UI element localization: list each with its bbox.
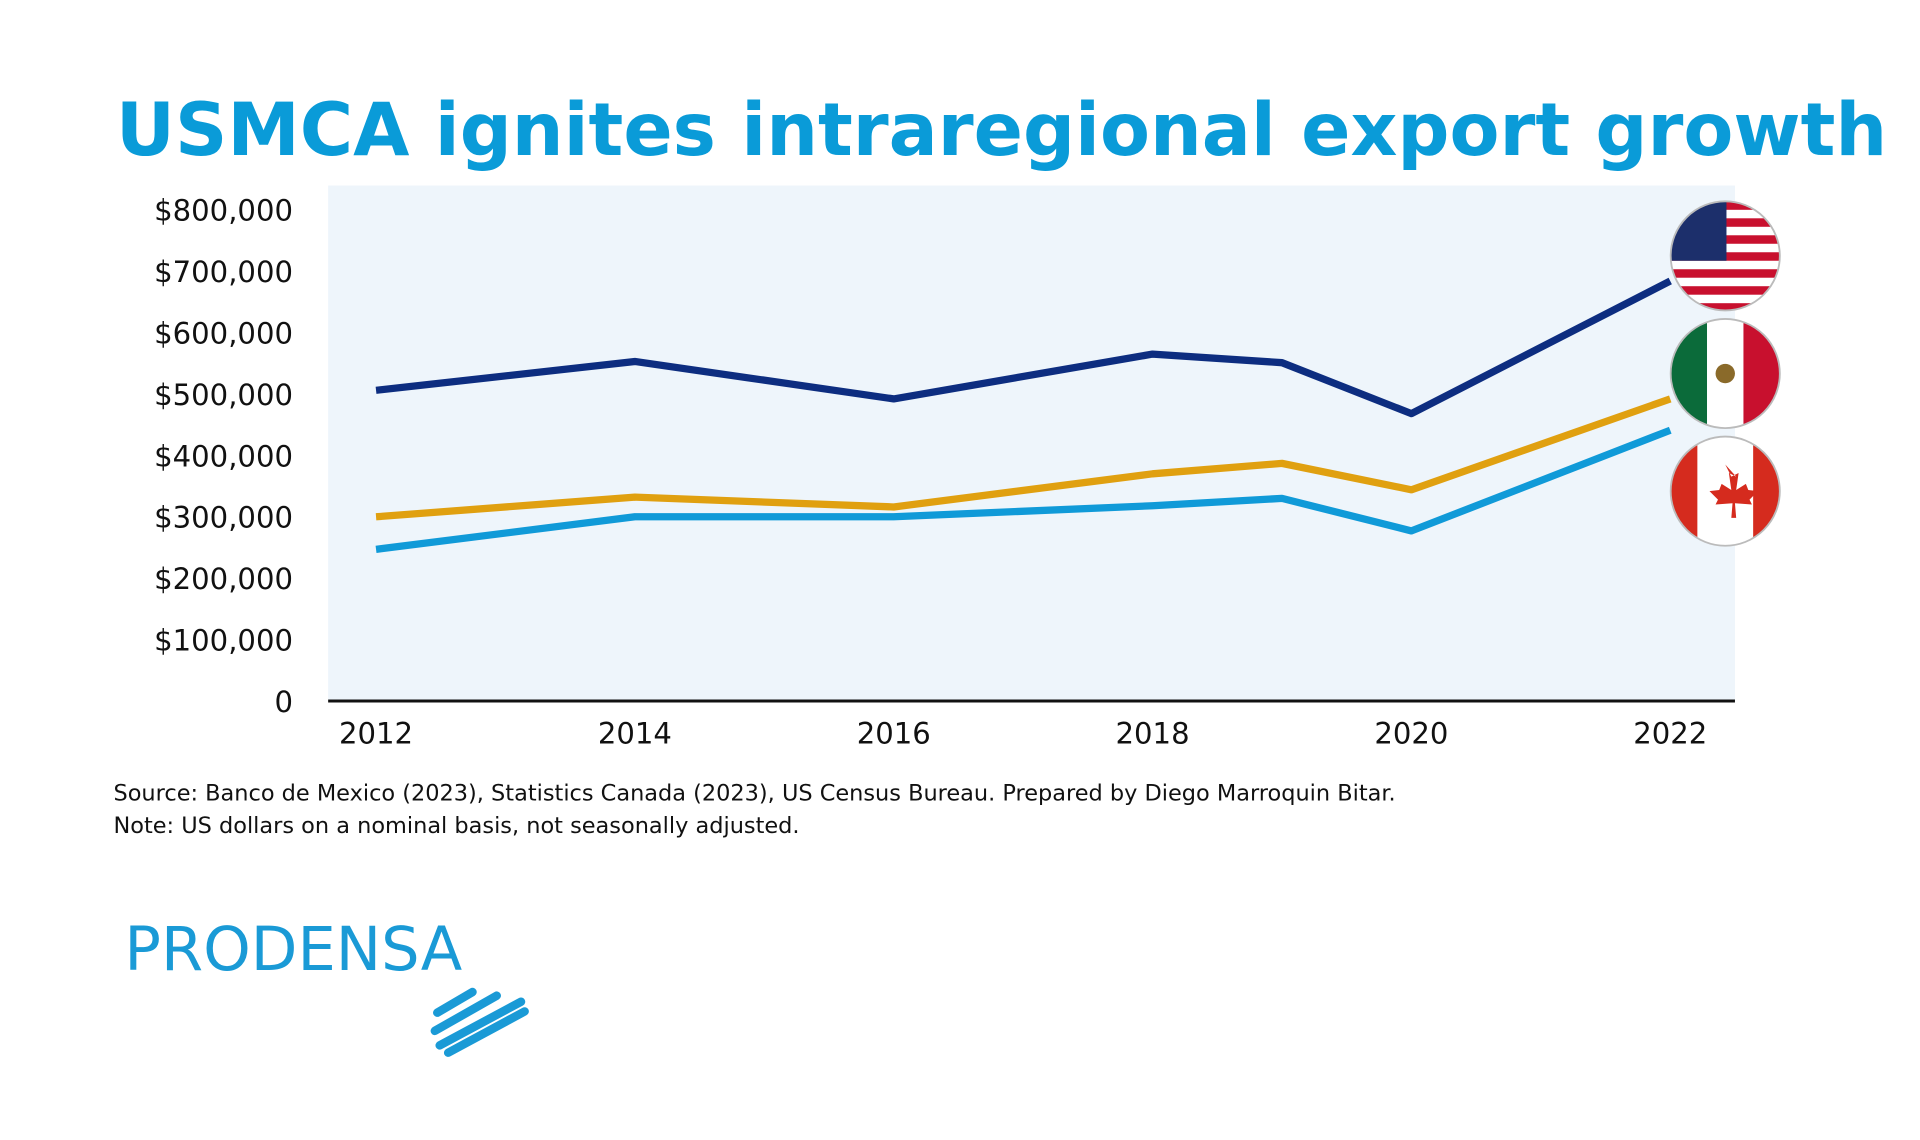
y-tick-label: $600,000 (154, 317, 293, 351)
plot-background (328, 185, 1735, 701)
footnote: Note: US dollars on a nominal basis, not… (113, 813, 799, 839)
logo-mark (430, 987, 529, 1057)
x-tick-label: 2016 (857, 716, 931, 750)
source-note: Source: Banco de Mexico (2023), Statisti… (113, 780, 1395, 806)
plot: 0 $100,000 $200,000 $300,000 $400,000 $500,00… (154, 194, 1735, 750)
x-tick-label: 2022 (1633, 716, 1707, 750)
flag-border (1669, 318, 1781, 430)
series-line (375, 426, 1672, 553)
y-tick-label: $200,000 (154, 562, 293, 596)
y-tick-label: $100,000 (154, 623, 293, 657)
x-tick-label: 2018 (1116, 716, 1190, 750)
y-tick-label: $500,000 (154, 378, 293, 412)
x-tick-label: 2014 (598, 716, 672, 750)
flag-us (1670, 201, 1780, 311)
y-tick-label: $300,000 (154, 501, 293, 535)
y-tick-label: $700,000 (154, 255, 293, 289)
flag-border (1669, 435, 1781, 547)
x-tick-label: 2012 (339, 716, 413, 750)
chart-title: USMCA ignites intraregional export growt… (116, 88, 1887, 173)
series-line (375, 395, 1672, 521)
series-line (375, 277, 1672, 418)
y-tick-label: $400,000 (154, 439, 293, 473)
y-tick-label: $800,000 (154, 194, 293, 228)
y-tick-label: 0 (274, 685, 293, 719)
logo-text: PRODENSA (124, 915, 462, 985)
flag-border (1669, 200, 1781, 312)
x-tick-label: 2020 (1374, 716, 1448, 750)
